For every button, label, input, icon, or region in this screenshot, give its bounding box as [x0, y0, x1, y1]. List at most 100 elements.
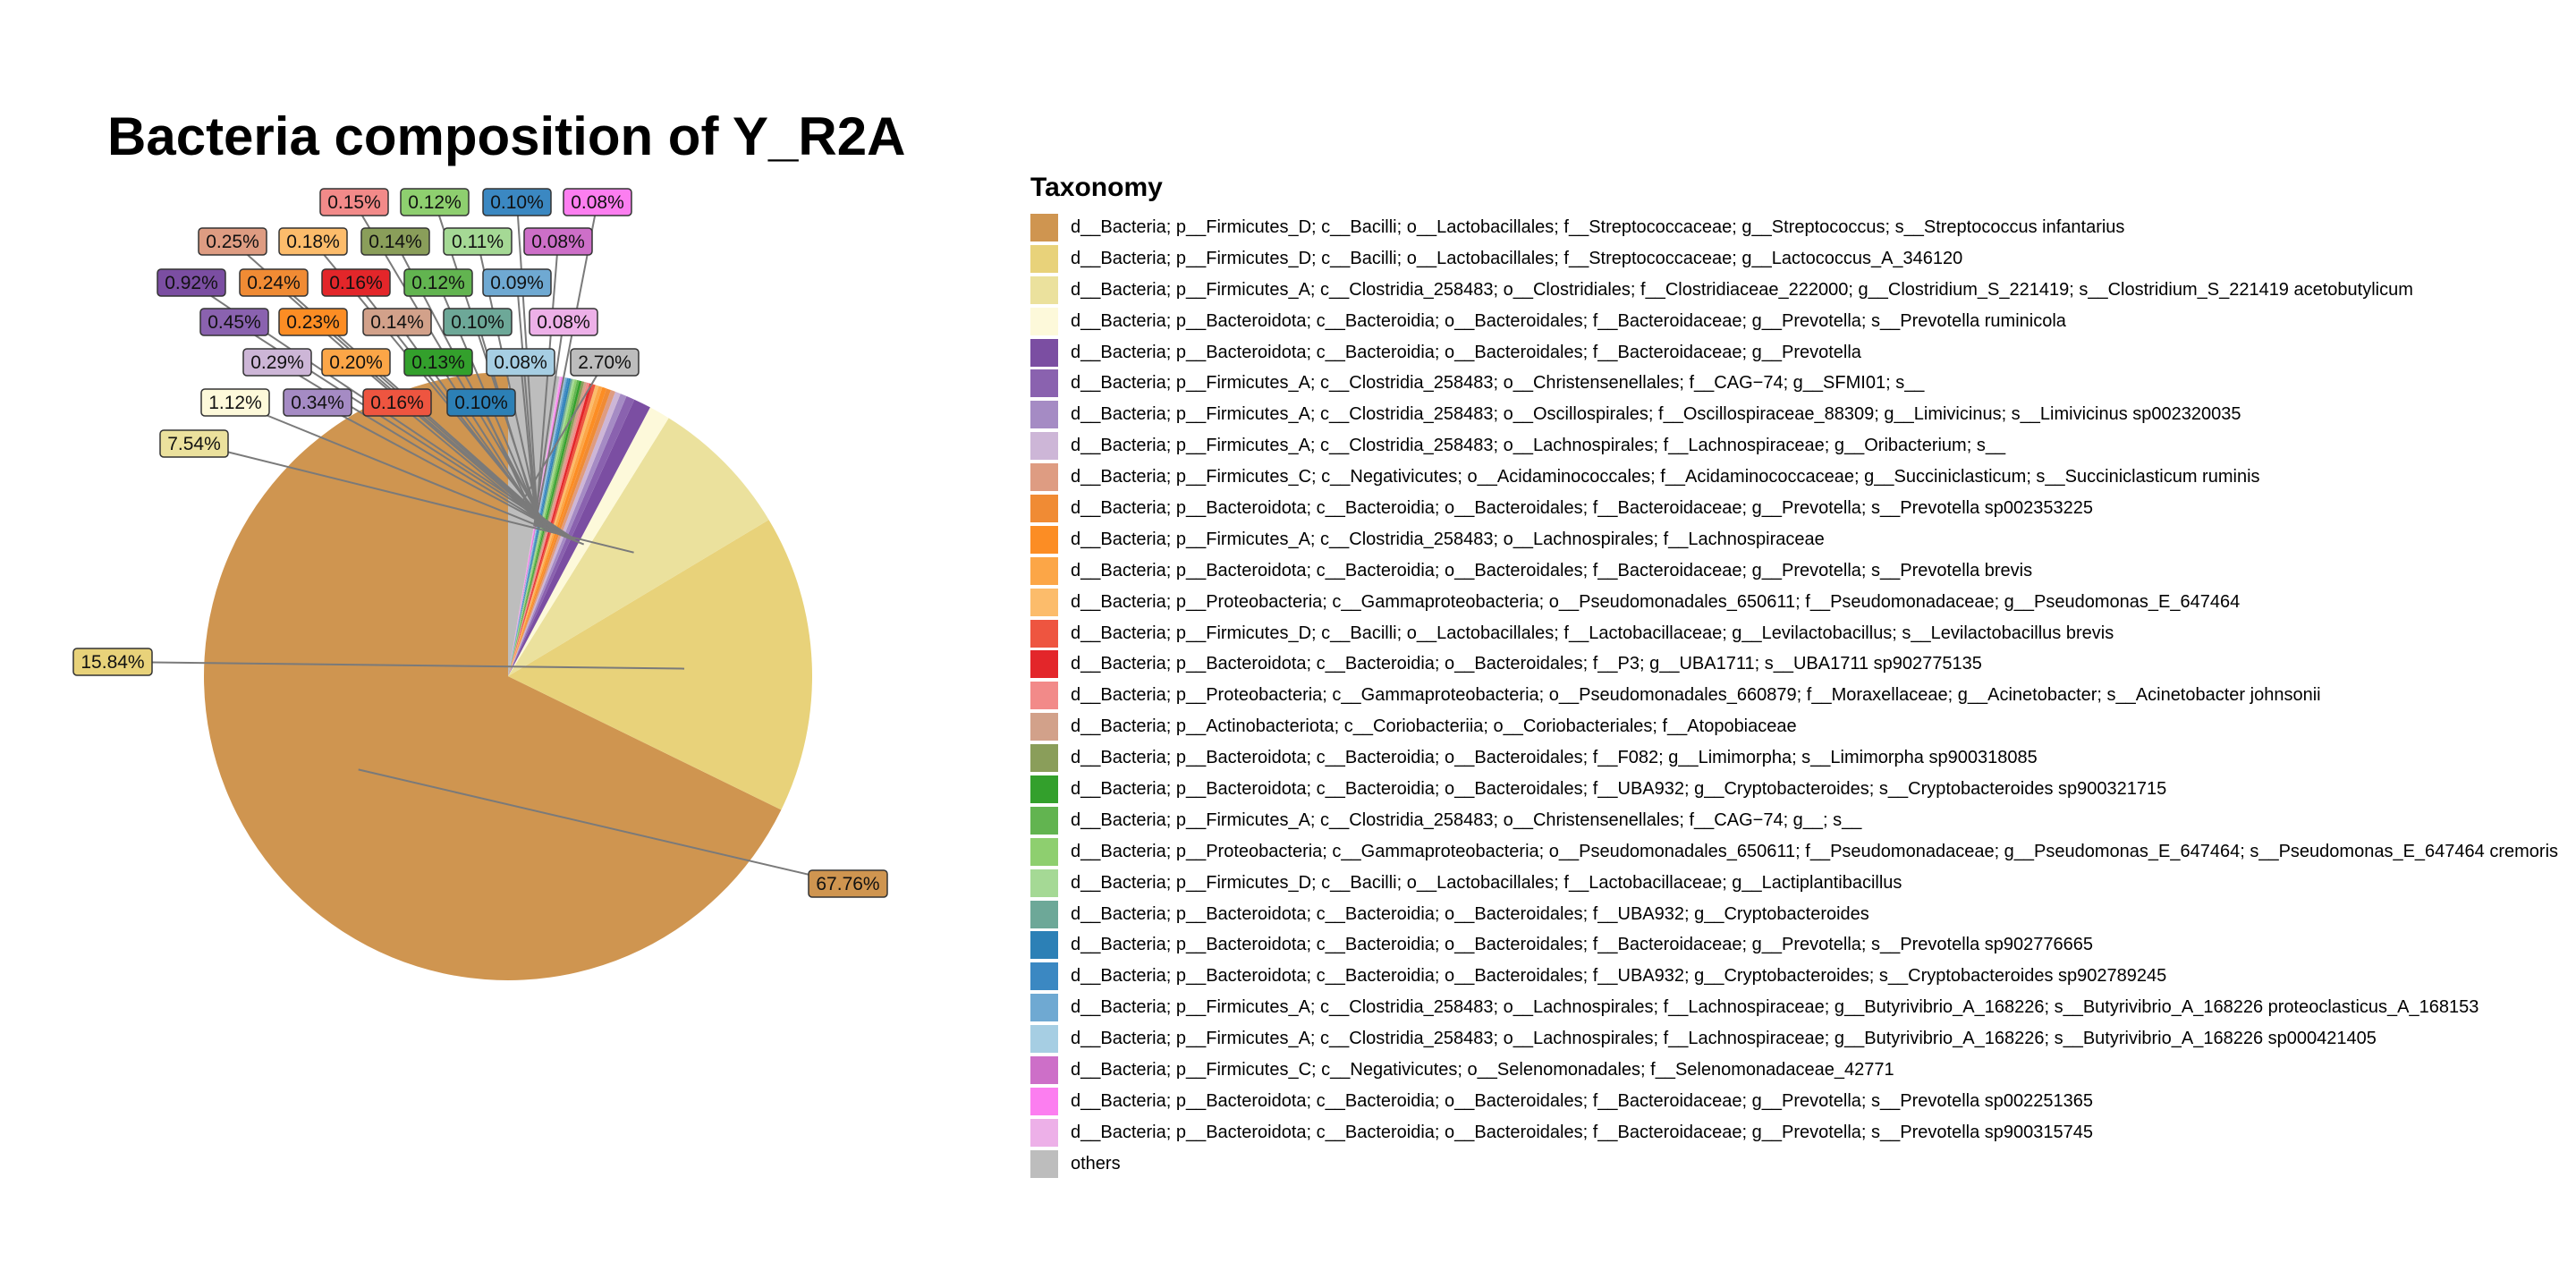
slice-label: 0.08%	[523, 227, 593, 256]
legend-label: d__Bacteria; p__Proteobacteria; c__Gamma…	[1071, 685, 2321, 706]
legend-item: d__Bacteria; p__Firmicutes_A; c__Clostri…	[1030, 1023, 2558, 1055]
slice-label-box	[200, 388, 270, 417]
slice-label-text: 0.10%	[451, 312, 504, 333]
legend-item: d__Bacteria; p__Bacteroidota; c__Bactero…	[1030, 337, 2558, 369]
slice-label-box	[278, 308, 348, 336]
pie-slice	[508, 399, 650, 676]
legend-item: d__Bacteria; p__Bacteroidota; c__Bactero…	[1030, 1117, 2558, 1148]
slice-label-box	[278, 227, 348, 256]
slice-label: 0.08%	[486, 348, 555, 377]
slice-label: 0.12%	[400, 188, 470, 216]
slice-label-text: 0.34%	[291, 393, 344, 413]
legend-label: d__Bacteria; p__Bacteroidota; c__Bactero…	[1071, 560, 2033, 580]
legend-item: d__Bacteria; p__Bacteroidota; c__Bactero…	[1030, 648, 2558, 680]
legend-swatch	[1030, 931, 1058, 960]
leader-line	[480, 402, 540, 528]
legend-label: d__Bacteria; p__Firmicutes_D; c__Bacilli…	[1071, 216, 2125, 237]
slice-label-text: 0.12%	[408, 192, 462, 213]
slice-label-box	[239, 268, 309, 297]
legend-label: d__Bacteria; p__Bacteroidota; c__Bactero…	[1071, 497, 2093, 518]
slice-label-box	[400, 188, 470, 216]
legend-items: d__Bacteria; p__Firmicutes_D; c__Bacilli…	[1030, 212, 2558, 1180]
legend-item: d__Bacteria; p__Bacteroidota; c__Bactero…	[1030, 929, 2558, 961]
slice-label-text: 0.25%	[206, 232, 259, 252]
slice-label: 0.12%	[403, 268, 473, 297]
legend-item: d__Bacteria; p__Firmicutes_D; c__Bacilli…	[1030, 868, 2558, 899]
slice-label-text: 0.10%	[490, 192, 544, 213]
slice-label-box	[443, 308, 513, 336]
legend-swatch	[1030, 900, 1058, 928]
legend-item: d__Bacteria; p__Firmicutes_D; c__Bacilli…	[1030, 243, 2558, 275]
legend-swatch	[1030, 1087, 1058, 1115]
legend-swatch	[1030, 588, 1058, 616]
legend-swatch	[1030, 1149, 1058, 1178]
legend-label: d__Bacteria; p__Bacteroidota; c__Bactero…	[1071, 778, 2167, 799]
legend-label: d__Bacteria; p__Bacteroidota; c__Bactero…	[1071, 903, 1869, 924]
slice-label-text: 67.76%	[816, 874, 879, 894]
legend-swatch	[1030, 213, 1058, 242]
legend-label: d__Bacteria; p__Firmicutes_D; c__Bacilli…	[1071, 872, 1902, 893]
leader-line	[358, 768, 849, 885]
legend-label: d__Bacteria; p__Bacteroidota; c__Bactero…	[1071, 342, 1861, 362]
legend-label: d__Bacteria; p__Firmicutes_A; c__Clostri…	[1071, 1029, 2377, 1049]
slice-label-text: 15.84%	[80, 652, 144, 673]
legend-swatch	[1030, 401, 1058, 429]
slice-label-text: 0.15%	[327, 192, 381, 213]
legend-swatch	[1030, 463, 1058, 492]
legend: Taxonomy d__Bacteria; p__Firmicutes_D; c…	[1030, 173, 2558, 1180]
slice-label-text: 0.29%	[250, 352, 304, 373]
legend-item: d__Bacteria; p__Firmicutes_C; c__Negativ…	[1030, 462, 2558, 493]
slice-label-text: 1.12%	[208, 393, 262, 413]
slice-label: 0.14%	[362, 308, 432, 336]
legend-label: d__Bacteria; p__Firmicutes_A; c__Clostri…	[1071, 373, 1925, 394]
chart-title: Bacteria composition of Y_R2A	[107, 106, 906, 166]
slice-label: 0.10%	[443, 308, 513, 336]
legend-label: d__Bacteria; p__Firmicutes_A; c__Clostri…	[1071, 809, 1862, 830]
legend-swatch	[1030, 494, 1058, 522]
legend-label: d__Bacteria; p__Firmicutes_D; c__Bacilli…	[1071, 623, 2114, 643]
slice-label: 0.10%	[446, 388, 516, 417]
legend-label: d__Bacteria; p__Bacteroidota; c__Bactero…	[1071, 748, 2038, 768]
leader-line	[521, 361, 606, 502]
slice-label-text: 0.14%	[370, 312, 424, 333]
legend-item: d__Bacteria; p__Firmicutes_A; c__Clostri…	[1030, 805, 2558, 836]
legend-item: d__Bacteria; p__Firmicutes_D; c__Bacilli…	[1030, 618, 2558, 649]
slice-label: 0.24%	[239, 268, 309, 297]
legend-swatch	[1030, 369, 1058, 398]
legend-swatch	[1030, 650, 1058, 679]
slice-label-box	[159, 429, 229, 458]
slice-label-box	[563, 188, 632, 216]
legend-swatch	[1030, 1055, 1058, 1084]
slice-label-text: 0.13%	[411, 352, 465, 373]
slice-label-text: 0.24%	[247, 273, 301, 293]
slice-label-box	[570, 348, 640, 377]
pie-slice-labels: 67.76% 15.84% 7.54% 1.12% 0.92% 0.45% 0.34% 0.2…	[72, 188, 888, 898]
legend-label: d__Bacteria; p__Firmicutes_A; c__Clostri…	[1071, 529, 1825, 549]
legend-item: d__Bacteria; p__Firmicutes_D; c__Bacilli…	[1030, 212, 2558, 243]
slice-label-box	[486, 348, 555, 377]
slice-label: 2.70%	[570, 348, 640, 377]
legend-swatch	[1030, 806, 1058, 835]
slice-label: 0.10%	[482, 188, 552, 216]
legend-swatch	[1030, 1025, 1058, 1054]
slice-label-box	[242, 348, 312, 377]
slice-label-text: 0.16%	[329, 273, 383, 293]
leader-line	[112, 661, 685, 670]
slice-label: 0.08%	[563, 188, 632, 216]
legend-item: others	[1030, 1148, 2558, 1180]
leader-line	[234, 402, 585, 546]
legend-label: d__Bacteria; p__Bacteroidota; c__Bactero…	[1071, 935, 2093, 955]
legend-label: d__Bacteria; p__Bacteroidota; c__Bactero…	[1071, 310, 2066, 331]
slice-label-box	[443, 227, 513, 256]
legend-item: d__Bacteria; p__Firmicutes_A; c__Clostri…	[1030, 430, 2558, 462]
legend-item: d__Bacteria; p__Firmicutes_A; c__Clostri…	[1030, 524, 2558, 555]
legend-label: d__Bacteria; p__Firmicutes_A; c__Clostri…	[1071, 404, 2241, 425]
slice-label-box	[199, 308, 269, 336]
pie-slice	[203, 372, 782, 980]
pie-chart: 67.76% 15.84% 7.54% 1.12% 0.92% 0.45% 0.34% 0.2…	[72, 188, 888, 980]
slice-label: 7.54%	[159, 429, 229, 458]
slice-label-text: 0.23%	[286, 312, 340, 333]
legend-label: d__Bacteria; p__Firmicutes_C; c__Negativ…	[1071, 467, 2260, 487]
slice-label-box	[321, 268, 391, 297]
legend-label: d__Bacteria; p__Bacteroidota; c__Bactero…	[1071, 654, 1982, 674]
